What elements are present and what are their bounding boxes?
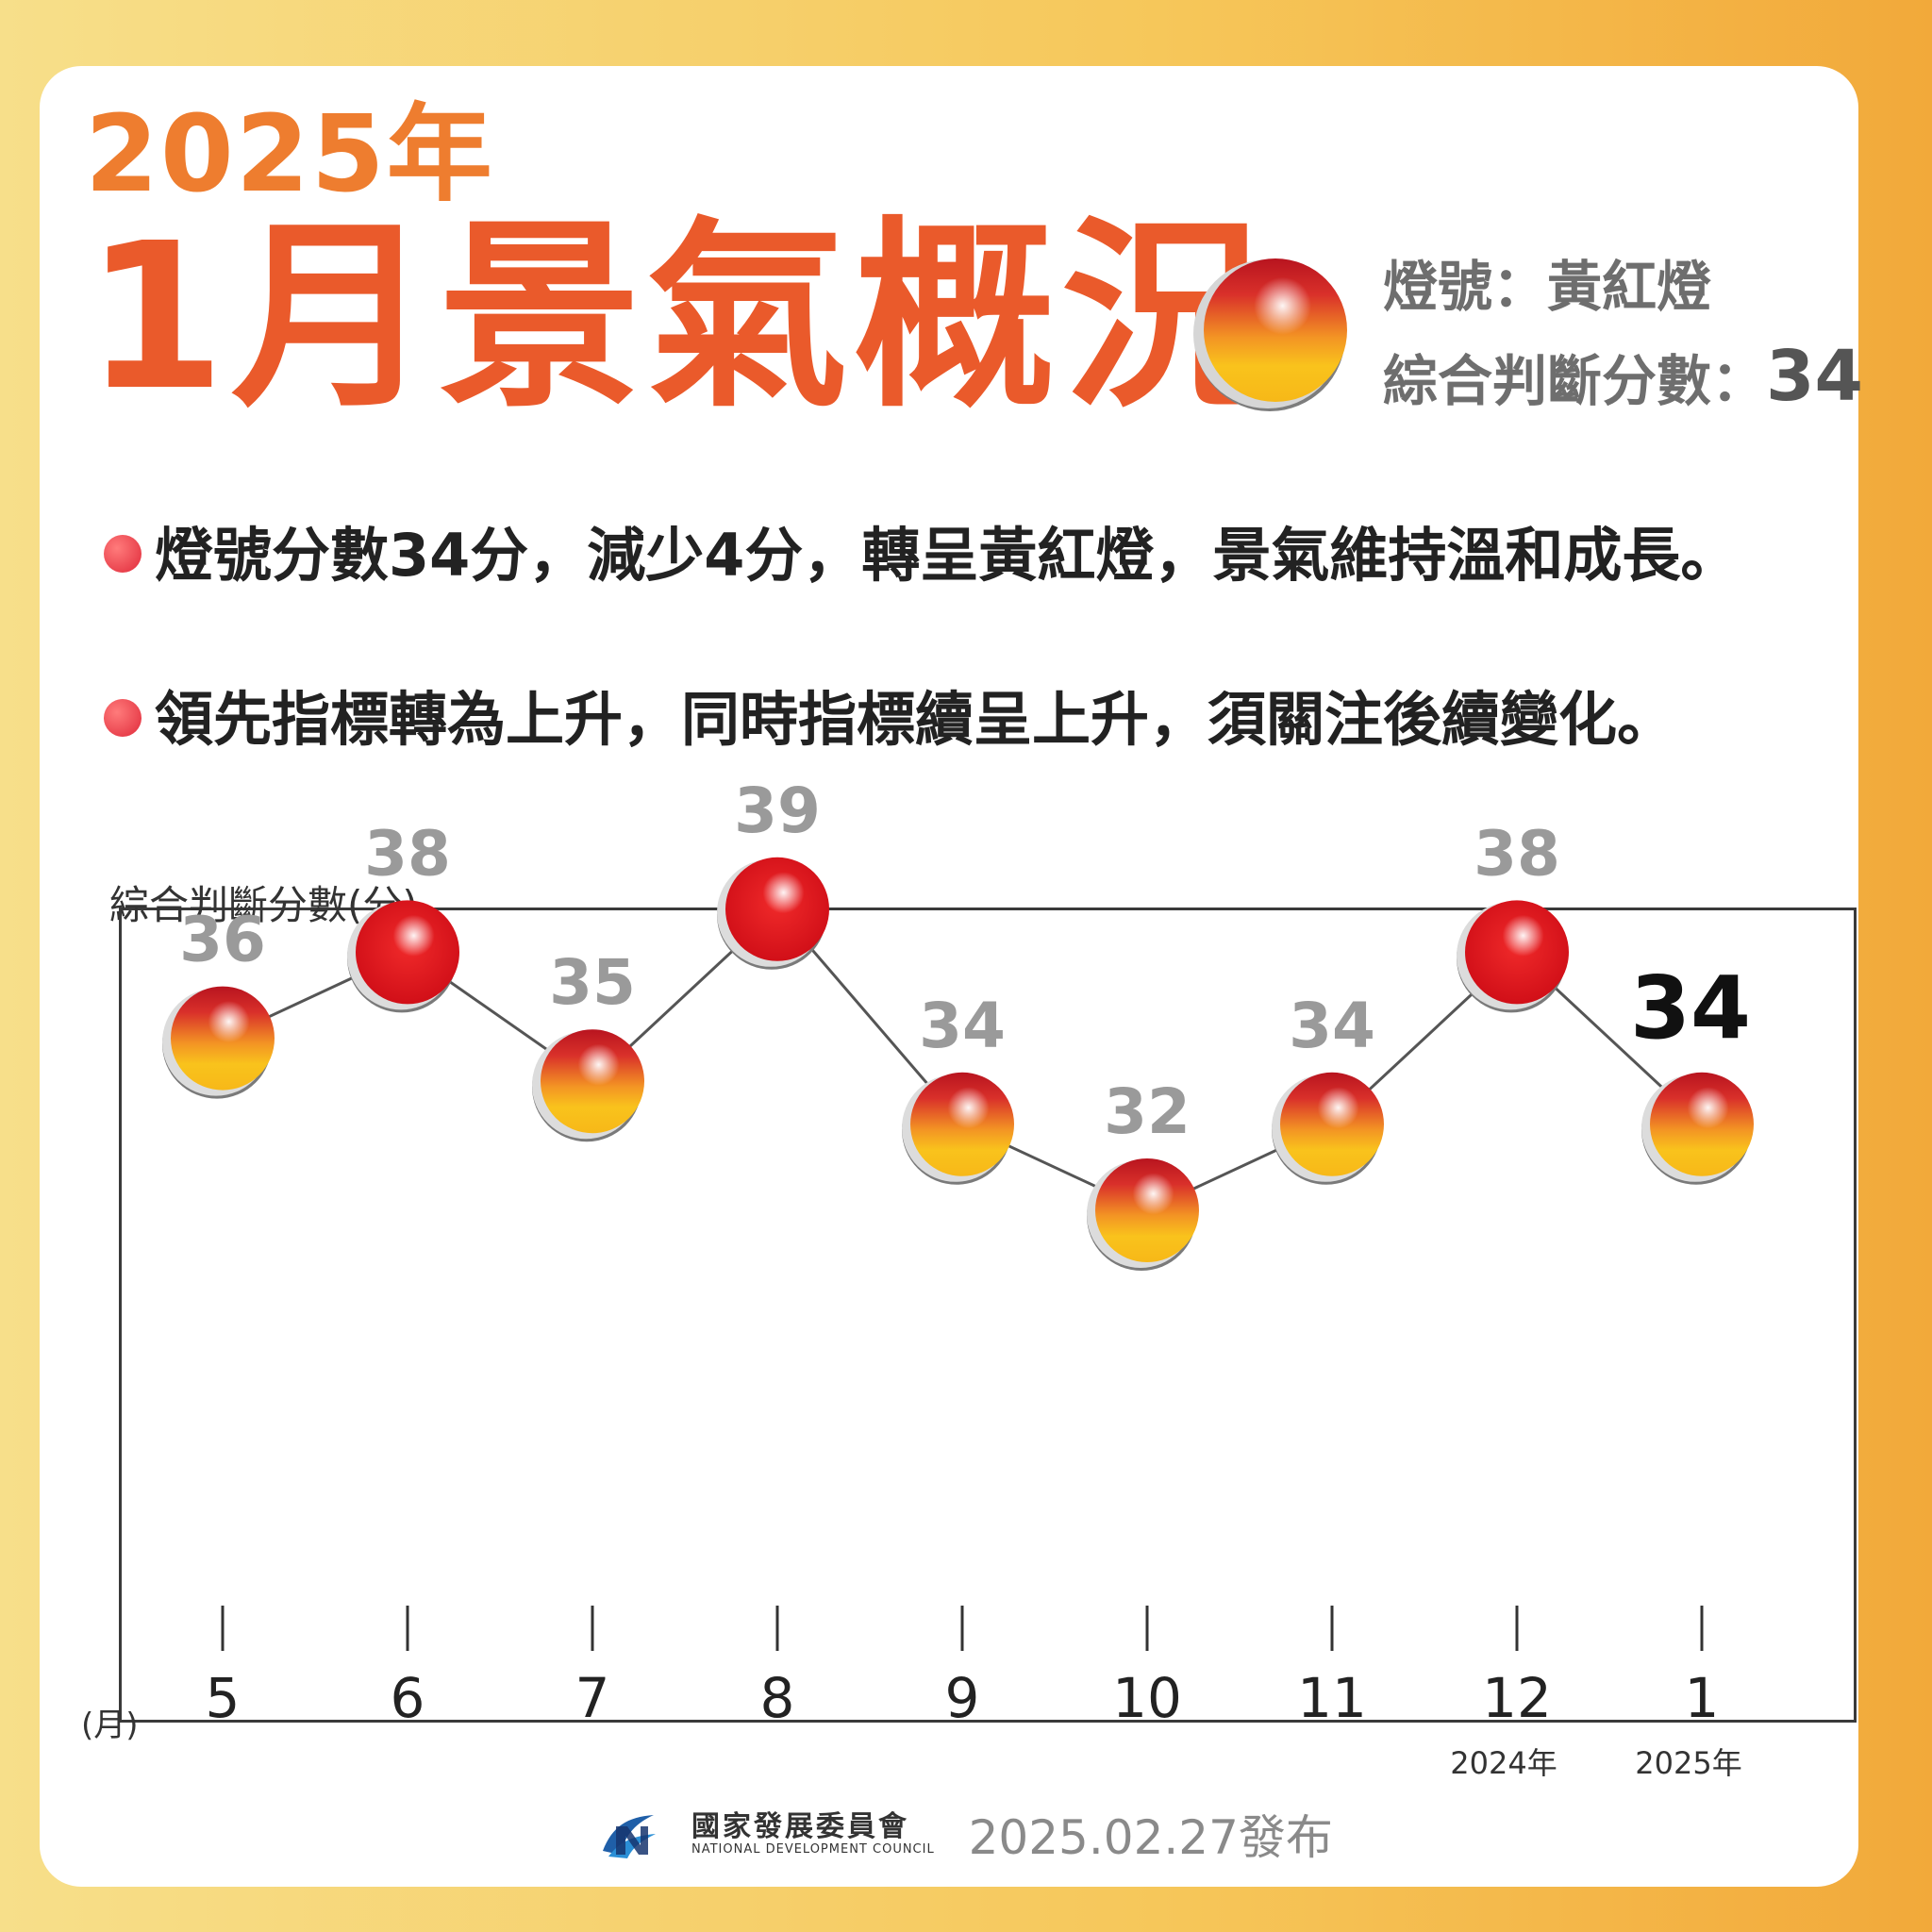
bullet-text: 領先指標轉為上升，同時指標續呈上升，須關注後續變化。	[155, 685, 1676, 754]
signal-label: 燈號：黃紅燈	[1383, 255, 1712, 319]
score-data-label: 32	[1104, 1075, 1191, 1148]
x-tick-label: 7	[575, 1666, 610, 1730]
org-name: 國家發展委員會 NATIONAL DEVELOPMENT COUNCIL	[691, 1811, 935, 1857]
yellow-red-lamp-point	[162, 986, 275, 1099]
score-data-label: 34	[919, 990, 1006, 1062]
x-axis-unit: (月)	[81, 1707, 139, 1744]
score-data-label: 34	[1289, 990, 1375, 1062]
score-value: 34	[1766, 336, 1863, 417]
yellow-red-lamp-point	[532, 1029, 644, 1142]
bullet-dot-icon	[104, 534, 142, 573]
publish-date: 2025.02.27發布	[968, 1810, 1333, 1865]
score-line-chart: 綜合判斷分數(分) (月) 5 6 7 8 9 10 11 12 1 3638353934323…	[81, 774, 1754, 1781]
x-tick-label: 10	[1112, 1666, 1182, 1730]
ndc-logo-icon	[603, 1815, 657, 1858]
red-lamp-point	[347, 900, 459, 1013]
x-tick-label: 5	[206, 1666, 241, 1730]
current-score-label: 34	[1630, 958, 1751, 1058]
red-lamp-point	[717, 857, 829, 970]
score-data-label: 39	[734, 774, 821, 847]
x-tick-label: 1	[1685, 1666, 1720, 1730]
footer: 國家發展委員會 NATIONAL DEVELOPMENT COUNCIL 202…	[0, 1800, 1932, 1868]
yellow-red-lamp-point	[902, 1072, 1014, 1185]
year-label: 2024年	[1450, 1745, 1557, 1781]
bullet-indicator-summary: 領先指標轉為上升，同時指標續呈上升，須關注後續變化。	[104, 691, 1675, 749]
yellow-red-lamp-point	[1641, 1072, 1754, 1185]
score-data-label: 35	[549, 946, 636, 1019]
red-lamp-point	[1457, 900, 1569, 1013]
chart-frame	[119, 908, 1857, 1723]
score-line: 綜合判斷分數：34	[1383, 341, 1863, 411]
x-tick-label: 6	[391, 1666, 425, 1730]
score-data-label: 38	[1474, 817, 1560, 890]
x-tick-label: 8	[760, 1666, 795, 1730]
org-name-zh: 國家發展委員會	[691, 1809, 909, 1843]
x-tick-label: 9	[945, 1666, 980, 1730]
bullet-signal-summary: 燈號分數34分，減少4分，轉呈黃紅燈，景氣維持溫和成長。	[104, 526, 1739, 585]
org-name-en: NATIONAL DEVELOPMENT COUNCIL	[691, 1841, 935, 1857]
bullet-dot-icon	[104, 698, 142, 737]
x-tick-label: 11	[1297, 1666, 1367, 1730]
yellow-red-lamp-point	[1087, 1158, 1199, 1271]
score-label: 綜合判斷分數：	[1383, 349, 1767, 413]
yellow-red-lamp-point	[1272, 1072, 1384, 1185]
year-label: 2025年	[1635, 1745, 1741, 1781]
x-tick-label: 12	[1482, 1666, 1552, 1730]
year-title: 2025年	[85, 93, 494, 216]
bullet-text: 燈號分數34分，減少4分，轉呈黃紅燈，景氣維持溫和成長。	[155, 521, 1740, 590]
yellow-red-lamp-icon	[1193, 258, 1347, 411]
summary-card: 2025年 1月景氣概況 燈號：黃紅燈 綜合判斷分數：34 燈號分數34分，減少…	[40, 66, 1863, 1887]
score-data-label: 36	[179, 904, 266, 976]
score-data-label: 38	[364, 817, 451, 890]
main-title: 1月景氣概況	[85, 200, 1269, 435]
